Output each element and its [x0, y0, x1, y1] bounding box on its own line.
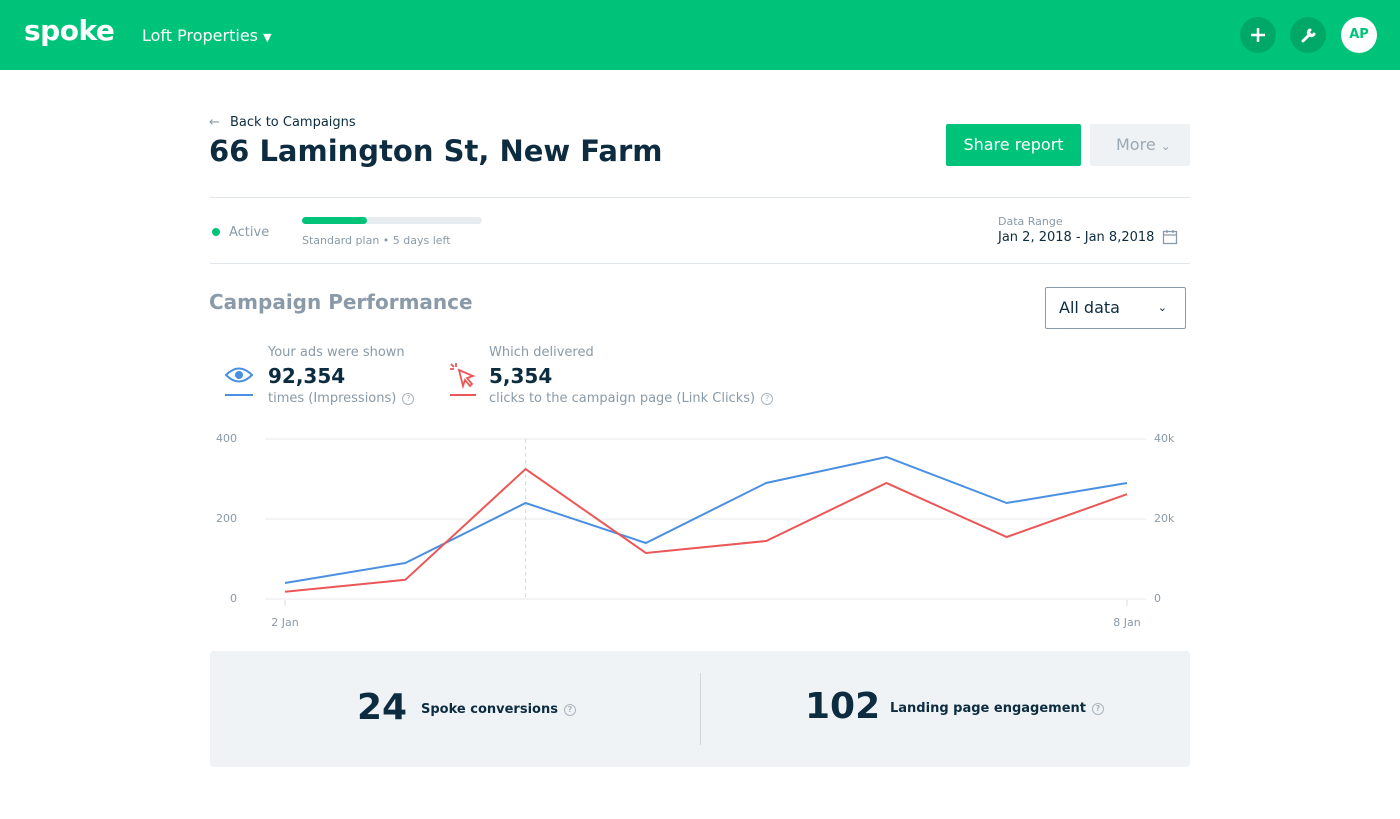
- y-tick-label: 200: [216, 512, 237, 525]
- eye-icon: [224, 367, 254, 396]
- share-button[interactable]: Share report: [946, 124, 1081, 166]
- account-name: Loft Properties: [142, 26, 258, 45]
- divider: [210, 263, 1190, 264]
- divider: [210, 197, 1190, 198]
- clicks-detail: clicks to the campaign page (Link Clicks…: [489, 391, 774, 406]
- engagement-text: Landing page engagement: [890, 701, 1086, 716]
- help-icon[interactable]: ?: [761, 392, 774, 405]
- logo[interactable]: spoke: [24, 14, 115, 47]
- impressions-value: 92,354: [268, 364, 346, 388]
- more-label: More: [1116, 135, 1156, 154]
- top-bar: spoke Loft Properties ▼ AP: [0, 0, 1400, 70]
- filter-value: All data: [1059, 298, 1120, 317]
- range-label: Data Range: [998, 215, 1063, 228]
- clicks-caption: Which delivered: [489, 345, 594, 360]
- cursor-icon: [450, 363, 476, 396]
- impressions-detail: times (Impressions)?: [268, 391, 415, 406]
- plan-info: Standard plan • 5 days left: [302, 234, 451, 247]
- impressions-text: times (Impressions): [268, 391, 397, 406]
- y2-tick-label: 20k: [1154, 512, 1175, 525]
- progress-track: [302, 217, 482, 224]
- account-switcher[interactable]: Loft Properties ▼: [142, 26, 272, 45]
- series-line: [284, 455, 1128, 584]
- conversions-value: 24: [357, 687, 408, 728]
- help-icon[interactable]: ?: [563, 703, 576, 716]
- engagement-label: Landing page engagement?: [890, 701, 1104, 716]
- clicks-value: 5,354: [489, 364, 553, 388]
- x-tick-label: 8 Jan: [1113, 616, 1140, 629]
- tools-button[interactable]: [1290, 17, 1326, 53]
- help-icon[interactable]: ?: [1092, 702, 1104, 715]
- plan: Standard plan: [302, 234, 380, 247]
- y2-tick-label: 40k: [1154, 432, 1175, 445]
- summary-divider: [700, 673, 701, 745]
- series-line: [284, 467, 1128, 593]
- avatar[interactable]: AP: [1341, 17, 1377, 53]
- impressions-caption: Your ads were shown: [268, 345, 405, 360]
- conversions-label: Spoke conversions?: [421, 702, 576, 717]
- progress-fill: [302, 217, 367, 224]
- engagement-value: 102: [805, 686, 881, 727]
- summary-panel: 24 Spoke conversions? 102 Landing page e…: [210, 651, 1190, 767]
- back-arrow: ←: [209, 115, 220, 130]
- x-tick-label: 2 Jan: [271, 616, 298, 629]
- date-range[interactable]: Jan 2, 2018 - Jan 8,2018: [998, 230, 1155, 245]
- filter-select[interactable]: All data ⌄: [1045, 287, 1186, 329]
- page-title: 66 Lamington St, New Farm: [209, 134, 663, 168]
- more-button[interactable]: More ⌄: [1090, 124, 1190, 166]
- clicks-text: clicks to the campaign page (Link Clicks…: [489, 391, 756, 406]
- add-button[interactable]: [1240, 17, 1276, 53]
- conversions-text: Spoke conversions: [421, 702, 558, 717]
- chart: 0 200 400 0 20k 40k 2 Jan 8 Jan: [216, 432, 1175, 629]
- plus-icon: [1251, 28, 1265, 42]
- remaining: 5 days left: [392, 234, 451, 247]
- status: Active: [229, 225, 270, 240]
- calendar-icon[interactable]: [1162, 229, 1178, 245]
- back-link[interactable]: Back to Campaigns: [230, 115, 356, 130]
- section-title: Campaign Performance: [209, 290, 473, 314]
- y-tick-label: 0: [230, 592, 237, 605]
- status-dot: [212, 228, 220, 236]
- wrench-icon: [1301, 28, 1316, 43]
- y-tick-label: 400: [216, 432, 237, 445]
- help-icon[interactable]: ?: [402, 392, 415, 405]
- y2-tick-label: 0: [1154, 592, 1161, 605]
